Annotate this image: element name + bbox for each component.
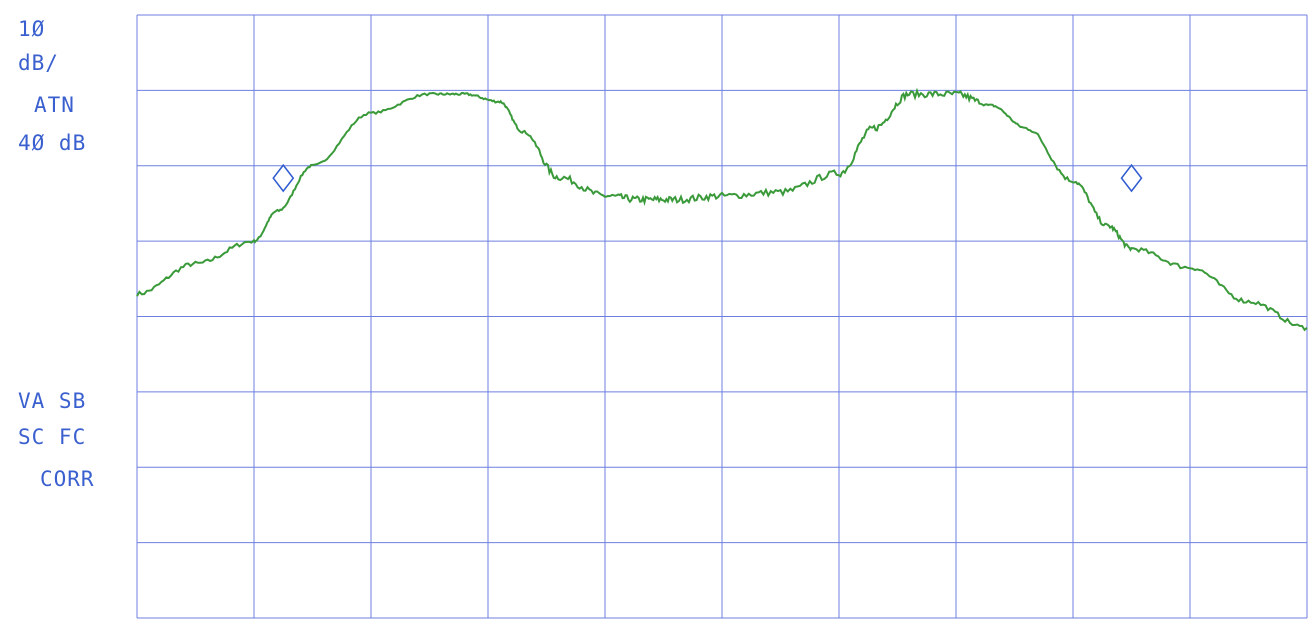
spectrum-trace-line (136, 87, 1308, 332)
atn-label: ATN (34, 93, 75, 117)
flags-line-3: CORR (40, 467, 95, 491)
plot-grid (136, 14, 1308, 619)
marker-diamond-2 (1120, 163, 1143, 193)
trace-layer (136, 87, 1308, 332)
marker-layer (272, 163, 1143, 193)
flags-line-2: SC FC (18, 425, 86, 449)
atn-value-label: 4Ø dB (18, 131, 86, 155)
scale-value-label: 1Ø (18, 17, 45, 41)
flags-line-1: VA SB (18, 389, 86, 413)
scale-unit-label: dB/ (18, 51, 59, 75)
marker-diamond-1 (272, 163, 295, 193)
